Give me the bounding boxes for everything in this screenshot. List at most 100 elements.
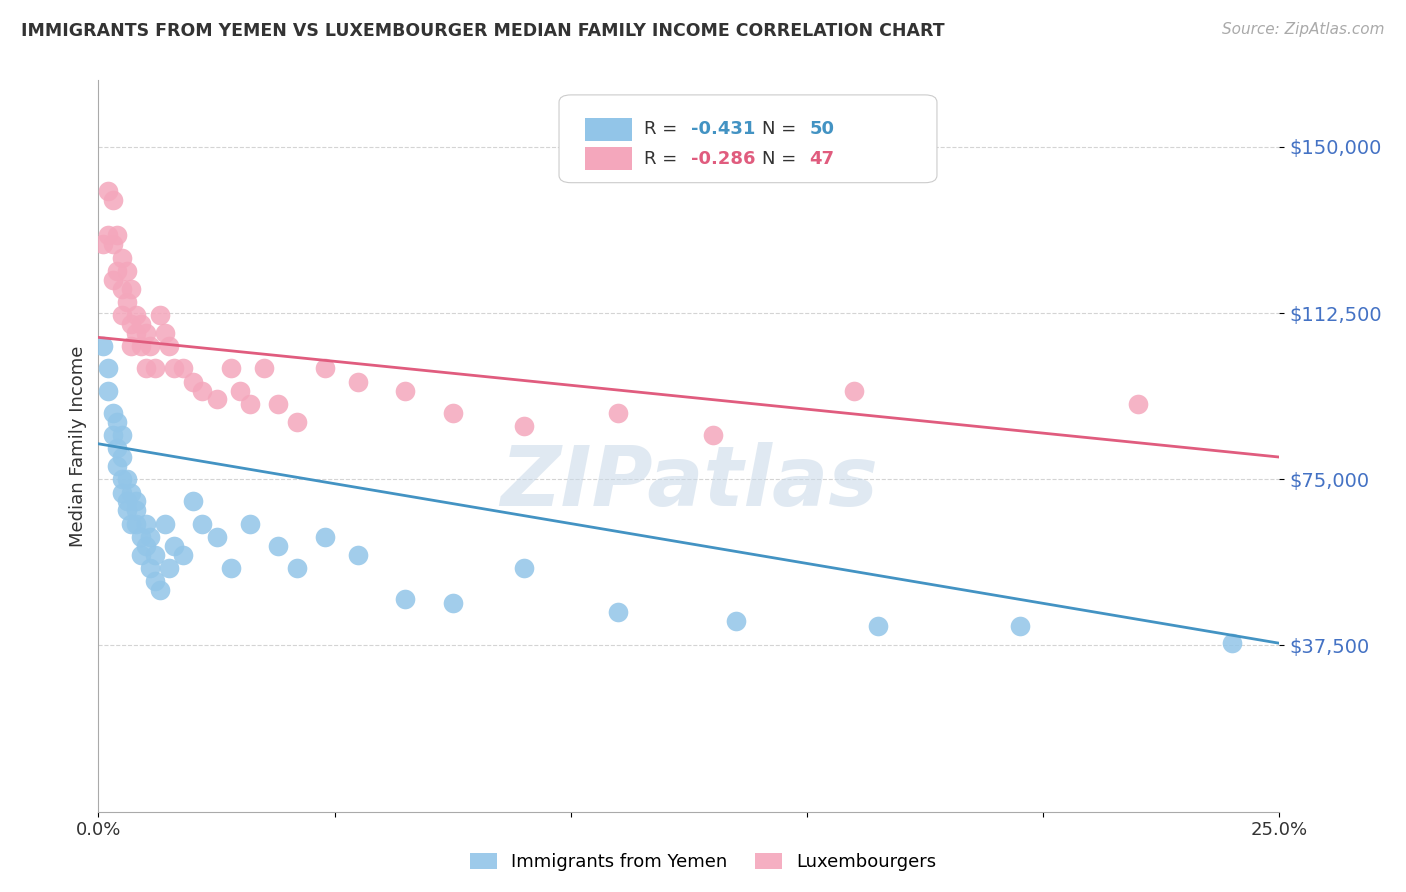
Point	[267, 539, 290, 553]
Point	[394, 591, 416, 606]
Point	[1126, 397, 1149, 411]
Point	[239, 397, 262, 411]
Text: Source: ZipAtlas.com: Source: ZipAtlas.com	[1222, 22, 1385, 37]
Point	[105, 415, 128, 429]
Point	[135, 361, 157, 376]
Point	[163, 361, 186, 376]
Point	[607, 406, 630, 420]
Point	[129, 317, 152, 331]
Point	[121, 516, 143, 531]
Legend: Immigrants from Yemen, Luxembourgers: Immigrants from Yemen, Luxembourgers	[463, 846, 943, 879]
Point	[139, 561, 162, 575]
Point	[125, 494, 148, 508]
Point	[111, 485, 134, 500]
Point	[121, 485, 143, 500]
Point	[1008, 618, 1031, 632]
Text: R =: R =	[644, 150, 683, 168]
Point	[115, 494, 138, 508]
Point	[105, 264, 128, 278]
Point	[267, 397, 290, 411]
Point	[111, 450, 134, 464]
Point	[111, 472, 134, 486]
Point	[205, 530, 228, 544]
Point	[253, 361, 276, 376]
Point	[157, 561, 180, 575]
Point	[139, 530, 162, 544]
Point	[229, 384, 252, 398]
Point	[181, 375, 204, 389]
Point	[139, 339, 162, 353]
Point	[111, 428, 134, 442]
Point	[172, 548, 194, 562]
Point	[143, 574, 166, 589]
Point	[101, 273, 124, 287]
Point	[125, 503, 148, 517]
Point	[101, 237, 124, 252]
FancyBboxPatch shape	[560, 95, 936, 183]
Point	[101, 193, 124, 207]
Point	[121, 317, 143, 331]
Point	[111, 308, 134, 322]
Point	[125, 516, 148, 531]
Point	[97, 361, 120, 376]
Point	[125, 308, 148, 322]
Point	[512, 419, 534, 434]
Point	[97, 184, 120, 198]
Point	[725, 614, 748, 628]
Point	[285, 415, 308, 429]
Point	[115, 294, 138, 309]
Point	[115, 472, 138, 486]
Point	[129, 530, 152, 544]
Point	[219, 561, 242, 575]
Point	[205, 392, 228, 407]
Point	[191, 384, 214, 398]
Point	[101, 406, 124, 420]
Text: N =: N =	[762, 120, 803, 138]
Bar	[585, 147, 633, 170]
Point	[607, 605, 630, 619]
Point	[157, 339, 180, 353]
Point	[121, 282, 143, 296]
Bar	[585, 118, 633, 141]
Point	[129, 548, 152, 562]
Point	[105, 458, 128, 473]
Point	[163, 539, 186, 553]
Point	[441, 406, 464, 420]
Point	[239, 516, 262, 531]
Point	[314, 530, 336, 544]
Point	[394, 384, 416, 398]
Point	[441, 596, 464, 610]
Point	[135, 326, 157, 340]
Point	[314, 361, 336, 376]
Point	[91, 237, 114, 252]
Point	[111, 251, 134, 265]
Point	[153, 326, 176, 340]
Point	[285, 561, 308, 575]
Point	[115, 264, 138, 278]
Point	[219, 361, 242, 376]
Text: N =: N =	[762, 150, 803, 168]
Text: 50: 50	[810, 120, 834, 138]
Point	[153, 516, 176, 531]
Point	[135, 539, 157, 553]
Point	[121, 339, 143, 353]
Point	[702, 428, 724, 442]
Point	[91, 339, 114, 353]
Point	[149, 583, 172, 598]
Point	[172, 361, 194, 376]
Text: R =: R =	[644, 120, 683, 138]
Point	[1220, 636, 1243, 650]
Point	[347, 548, 370, 562]
Point	[105, 441, 128, 455]
Point	[512, 561, 534, 575]
Point	[97, 384, 120, 398]
Point	[105, 228, 128, 243]
Text: IMMIGRANTS FROM YEMEN VS LUXEMBOURGER MEDIAN FAMILY INCOME CORRELATION CHART: IMMIGRANTS FROM YEMEN VS LUXEMBOURGER ME…	[21, 22, 945, 40]
Y-axis label: Median Family Income: Median Family Income	[69, 345, 87, 547]
Point	[866, 618, 889, 632]
Point	[101, 428, 124, 442]
Text: -0.286: -0.286	[692, 150, 756, 168]
Point	[149, 308, 172, 322]
Point	[115, 503, 138, 517]
Point	[125, 326, 148, 340]
